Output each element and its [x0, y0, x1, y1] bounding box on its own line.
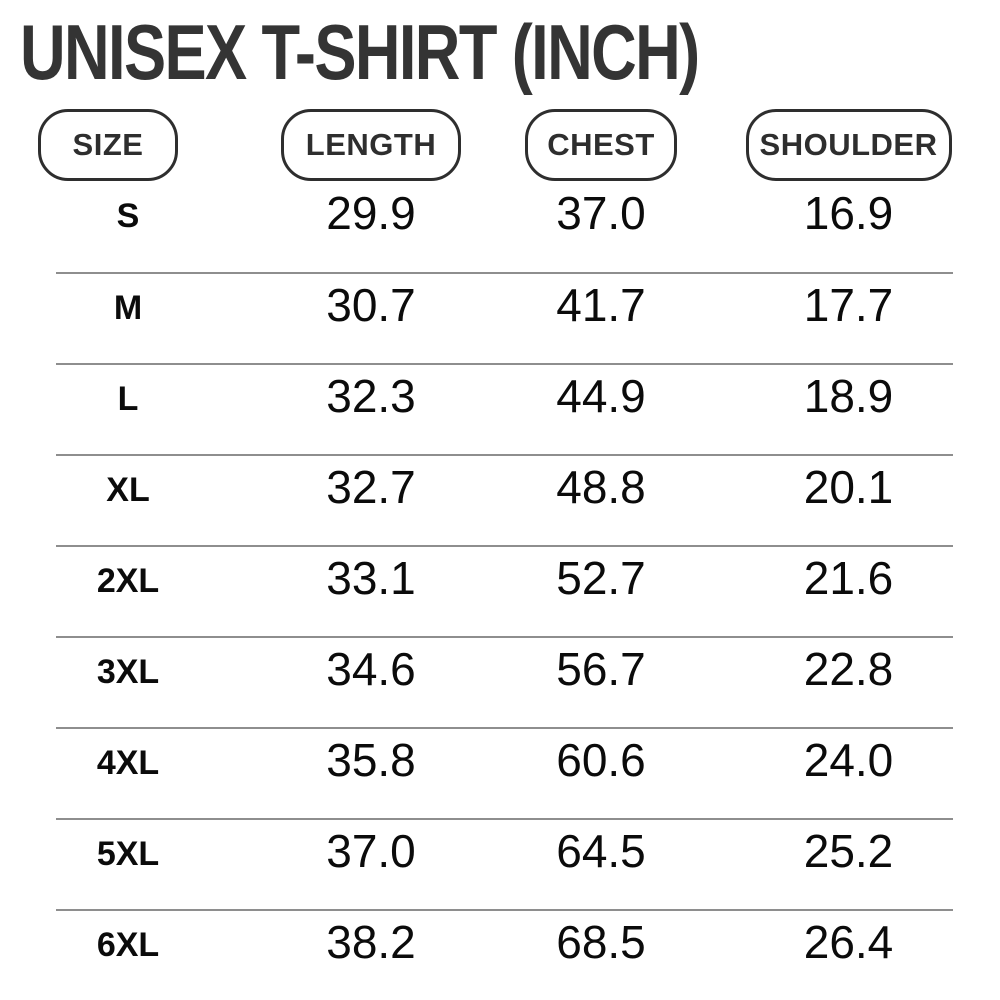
shoulder-value: 24.0 [803, 733, 894, 786]
chest-column-pill: CHEST [525, 109, 677, 181]
table-row: M 30.7 41.7 17.7 [56, 272, 953, 363]
length-value: 32.3 [326, 369, 416, 422]
column-header-cell-size: SIZE [38, 109, 200, 181]
length-value: 37.0 [326, 824, 416, 877]
shoulder-value: 26.4 [803, 915, 894, 968]
length-value: 35.8 [326, 733, 416, 786]
shoulder-value: 21.6 [803, 551, 894, 604]
column-header-cell-shoulder: SHOULDER [660, 109, 953, 181]
page-title: UNISEX T-SHIRT (INCH) [20, 8, 700, 96]
column-header-cell-length: LENGTH [200, 109, 542, 181]
table-row: XL 32.7 48.8 20.1 [56, 454, 953, 545]
size-column-pill: SIZE [38, 109, 178, 181]
length-column-label: LENGTH [305, 127, 437, 162]
page-header: UNISEX T-SHIRT (INCH) [0, 0, 1000, 105]
size-value: 4XL [96, 744, 160, 782]
length-value: 34.6 [326, 642, 416, 695]
size-value: 5XL [96, 835, 160, 873]
size-column-label: SIZE [72, 127, 144, 162]
size-value: 3XL [96, 653, 160, 691]
length-value: 29.9 [326, 186, 416, 239]
size-table-body: S 29.9 37.0 16.9 M 30.7 41.7 17.7 L 32.3… [0, 181, 1000, 1000]
shoulder-value: 16.9 [803, 186, 894, 239]
table-row: L 32.3 44.9 18.9 [56, 363, 953, 454]
length-value: 38.2 [326, 915, 416, 968]
table-header: SIZE LENGTH CHEST SHOULDER [38, 109, 953, 181]
shoulder-column-label: SHOULDER [759, 127, 938, 162]
chest-value: 41.7 [556, 278, 646, 331]
shoulder-value: 22.8 [803, 642, 894, 695]
table-row: 2XL 33.1 52.7 21.6 [56, 545, 953, 636]
length-value: 32.7 [326, 460, 416, 513]
shoulder-column-pill: SHOULDER [745, 109, 952, 181]
shoulder-value: 20.1 [803, 460, 894, 513]
chest-value: 64.5 [556, 824, 646, 877]
chest-value: 52.7 [556, 551, 646, 604]
length-column-pill: LENGTH [281, 109, 461, 181]
size-value: S [116, 197, 140, 235]
table-row: S 29.9 37.0 16.9 [56, 181, 953, 272]
size-value: L [117, 380, 139, 418]
table-row: 5XL 37.0 64.5 25.2 [56, 818, 953, 909]
size-value: 2XL [96, 562, 160, 600]
table-row: 3XL 34.6 56.7 22.8 [56, 636, 953, 727]
chest-value: 56.7 [556, 642, 646, 695]
chest-column-label: CHEST [547, 127, 655, 162]
length-value: 30.7 [326, 278, 416, 331]
length-value: 33.1 [326, 551, 416, 604]
size-value: M [113, 289, 143, 327]
table-row: 6XL 38.2 68.5 26.4 [56, 909, 953, 1000]
chest-value: 37.0 [556, 186, 646, 239]
shoulder-value: 18.9 [803, 369, 894, 422]
chest-value: 48.8 [556, 460, 646, 513]
column-header-cell-chest: CHEST [525, 109, 677, 181]
shoulder-value: 17.7 [803, 278, 894, 331]
table-row: 4XL 35.8 60.6 24.0 [56, 727, 953, 818]
chest-value: 68.5 [556, 915, 646, 968]
size-value: XL [106, 471, 150, 509]
size-value: 6XL [96, 926, 160, 964]
chest-value: 44.9 [556, 369, 646, 422]
chest-value: 60.6 [556, 733, 646, 786]
shoulder-value: 25.2 [803, 824, 894, 877]
